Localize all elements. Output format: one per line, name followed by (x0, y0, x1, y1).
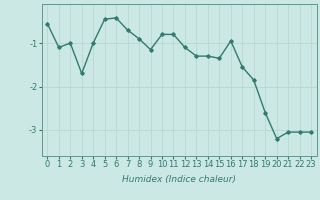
X-axis label: Humidex (Indice chaleur): Humidex (Indice chaleur) (122, 175, 236, 184)
